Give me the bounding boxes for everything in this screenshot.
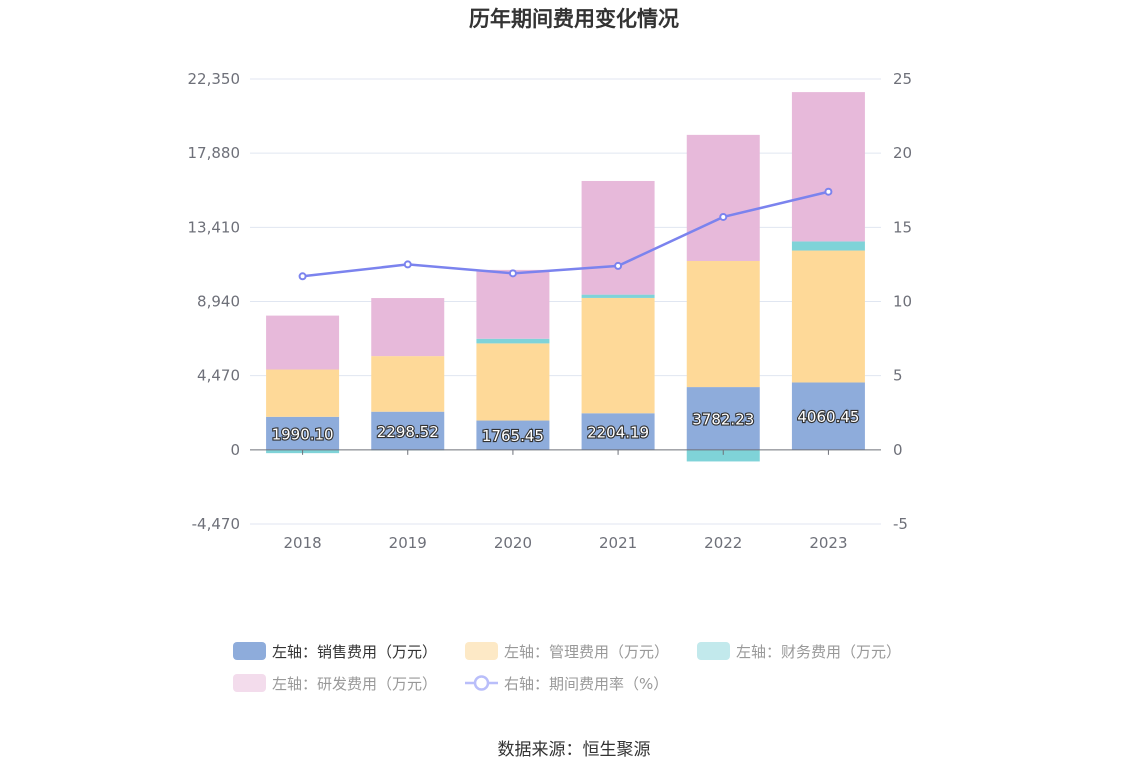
legend-swatch[interactable] <box>697 642 730 660</box>
bar <box>476 343 550 421</box>
legend-marker[interactable] <box>473 675 490 691</box>
x-tick-label: 2022 <box>704 534 742 552</box>
bar <box>476 420 550 450</box>
bar <box>476 269 550 339</box>
legend-swatch[interactable] <box>465 642 498 660</box>
legend-swatch[interactable] <box>233 674 266 692</box>
bar <box>371 411 445 450</box>
y-right-tick-label: 20 <box>893 144 912 162</box>
bar-data-label: 2298.52 <box>377 423 439 441</box>
bar <box>686 387 760 450</box>
rate-point <box>614 261 623 270</box>
bar <box>371 356 445 412</box>
rate-point <box>298 272 307 281</box>
legend-label[interactable]: 左轴：研发费用（万元） <box>272 675 437 693</box>
bar <box>581 413 655 450</box>
legend-swatch[interactable] <box>233 642 266 660</box>
bar-data-label: 1765.45 <box>482 427 544 445</box>
y-left-tick-label: 13,410 <box>188 218 241 236</box>
bar <box>791 241 865 251</box>
bar <box>686 260 760 388</box>
x-tick-label: 2021 <box>599 534 637 552</box>
y-left-tick-label: 0 <box>230 441 240 459</box>
bar <box>266 315 340 370</box>
bar-data-label: 4060.45 <box>797 408 859 426</box>
legend-label[interactable]: 左轴：财务费用（万元） <box>736 643 901 661</box>
y-right-tick-label: 5 <box>893 367 903 385</box>
bar <box>791 382 865 450</box>
y-right-tick-label: -5 <box>893 515 908 533</box>
y-left-tick-label: 8,940 <box>197 293 240 311</box>
y-left-tick-label: 17,880 <box>188 144 241 162</box>
rate-point <box>824 187 833 196</box>
rate-point <box>403 260 412 269</box>
y-right-tick-label: 0 <box>893 441 903 459</box>
x-tick-label: 2018 <box>283 534 321 552</box>
rate-point <box>508 269 517 278</box>
bar <box>686 134 760 261</box>
bar <box>686 449 760 462</box>
bar <box>791 250 865 383</box>
bar <box>791 92 865 242</box>
bar <box>266 416 340 450</box>
bar <box>581 180 655 295</box>
y-right-tick-label: 10 <box>893 293 912 311</box>
chart-title: 历年期间费用变化情况 <box>469 7 679 31</box>
y-left-tick-label: 22,350 <box>188 70 241 88</box>
y-left-tick-label: -4,470 <box>192 515 240 533</box>
legend-label[interactable]: 右轴：期间费用率（%） <box>504 675 668 693</box>
y-right-tick-label: 15 <box>893 218 912 236</box>
legend-label[interactable]: 左轴：销售费用（万元） <box>272 643 437 661</box>
x-tick-label: 2020 <box>494 534 532 552</box>
bar <box>581 297 655 414</box>
source-note: 数据来源：恒生聚源 <box>498 740 651 760</box>
bar <box>476 338 550 344</box>
bar-data-label: 3782.23 <box>692 410 754 428</box>
bar <box>266 369 340 417</box>
bar-data-label: 1990.10 <box>272 425 334 443</box>
x-tick-label: 2023 <box>809 534 847 552</box>
legend-label[interactable]: 左轴：管理费用（万元） <box>504 643 669 661</box>
y-right-tick-label: 25 <box>893 70 912 88</box>
y-left-tick-label: 4,470 <box>197 367 240 385</box>
x-tick-label: 2019 <box>389 534 427 552</box>
bar <box>581 294 655 298</box>
rate-point <box>719 212 728 221</box>
rate-line <box>302 190 829 278</box>
bar-data-label: 2204.19 <box>587 424 649 442</box>
bar <box>371 298 445 357</box>
